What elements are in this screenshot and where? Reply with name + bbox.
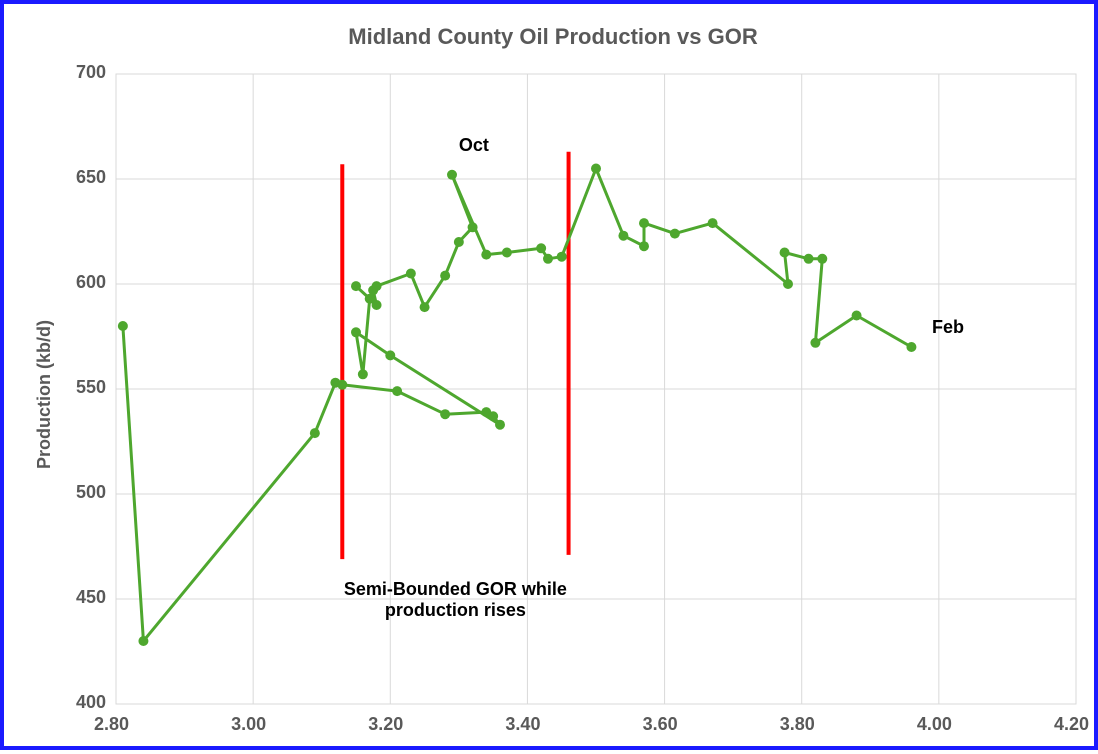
annotation-feb: Feb (932, 317, 964, 338)
series-marker (780, 248, 790, 258)
chart-svg (4, 4, 1098, 754)
series-marker (639, 218, 649, 228)
series-marker (310, 428, 320, 438)
series-marker (358, 369, 368, 379)
series-marker (420, 302, 430, 312)
x-tick-label: 4.20 (1054, 714, 1089, 735)
series-marker (392, 386, 402, 396)
series-marker (670, 229, 680, 239)
x-tick-label: 3.20 (368, 714, 403, 735)
series-marker (406, 269, 416, 279)
y-tick-label: 600 (56, 272, 106, 293)
y-tick-label: 450 (56, 587, 106, 608)
annotation-oct: Oct (459, 135, 489, 156)
series-marker (118, 321, 128, 331)
series-marker (488, 411, 498, 421)
series-marker (372, 300, 382, 310)
series-marker (783, 279, 793, 289)
series-marker (708, 218, 718, 228)
series-marker (385, 350, 395, 360)
y-tick-label: 500 (56, 482, 106, 503)
series-marker (906, 342, 916, 352)
x-tick-label: 4.00 (917, 714, 952, 735)
series-marker (536, 243, 546, 253)
series-marker (138, 636, 148, 646)
series-marker (351, 281, 361, 291)
series-marker (337, 380, 347, 390)
series-marker (454, 237, 464, 247)
chart-frame: Midland County Oil Production vs GORProd… (0, 0, 1098, 750)
series-marker (810, 338, 820, 348)
series-marker (618, 231, 628, 241)
x-tick-label: 3.00 (231, 714, 266, 735)
series-marker (351, 327, 361, 337)
y-tick-label: 650 (56, 167, 106, 188)
x-tick-label: 3.60 (643, 714, 678, 735)
series-marker (804, 254, 814, 264)
x-tick-label: 2.80 (94, 714, 129, 735)
series-marker (481, 250, 491, 260)
series-marker (440, 409, 450, 419)
series-marker (447, 170, 457, 180)
x-tick-label: 3.40 (505, 714, 540, 735)
series-marker (591, 164, 601, 174)
series-marker (372, 281, 382, 291)
series-marker (543, 254, 553, 264)
y-tick-label: 400 (56, 692, 106, 713)
y-tick-label: 700 (56, 62, 106, 83)
series-marker (557, 252, 567, 262)
series-marker (440, 271, 450, 281)
y-tick-label: 550 (56, 377, 106, 398)
x-tick-label: 3.80 (780, 714, 815, 735)
annotation-semi: Semi-Bounded GOR while production rises (305, 579, 605, 621)
series-marker (852, 311, 862, 321)
series-marker (495, 420, 505, 430)
series-marker (639, 241, 649, 251)
series-marker (502, 248, 512, 258)
series-marker (817, 254, 827, 264)
series-marker (468, 222, 478, 232)
